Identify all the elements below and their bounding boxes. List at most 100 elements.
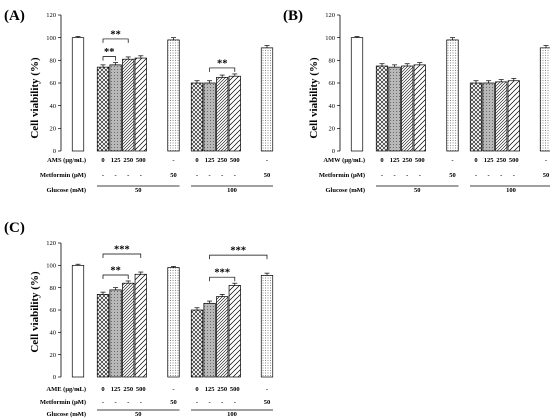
- condition-table: AME (μg/mL) Metformin (μM) Glucose (mM) …: [40, 386, 273, 418]
- bar: [482, 82, 495, 152]
- bars: [71, 263, 274, 378]
- metformin-cell: -: [475, 172, 477, 179]
- y-tick-label: 40: [50, 103, 57, 110]
- bar: [71, 264, 85, 378]
- bar: [109, 64, 122, 152]
- bar: [122, 58, 135, 152]
- metformin-cell: -: [140, 172, 142, 179]
- bar: [495, 81, 508, 152]
- bar: [190, 309, 204, 378]
- bar: [167, 267, 180, 378]
- bar: [469, 82, 483, 152]
- metformin-cell: -: [209, 172, 211, 179]
- significance-label: **: [110, 29, 121, 40]
- significance-bracket: [102, 253, 142, 259]
- treatment-cell: -: [356, 157, 358, 164]
- glucose-cell: 100: [506, 187, 516, 194]
- metformin-cell: -: [196, 172, 198, 179]
- treatment-row-label: AMS (μg/mL): [47, 157, 86, 164]
- y-tick-label: 20: [50, 126, 57, 133]
- significance-bracket: [209, 254, 268, 260]
- treatment-cell: -: [172, 386, 174, 393]
- significance-bracket: [102, 274, 129, 279]
- metformin-row-label: Metformin (μM): [40, 172, 86, 179]
- metformin-row-label: Metformin (μM): [40, 399, 86, 406]
- y-axis: 0 20 40 60 80 100 120: [46, 12, 62, 155]
- significance-brackets: ** ** **: [102, 29, 236, 72]
- treatment-cell: 250: [217, 386, 227, 393]
- glucose-cell: 50: [135, 411, 142, 418]
- bar: [216, 76, 229, 152]
- treatment-cell: 250: [496, 157, 506, 164]
- treatment-cell: 0: [101, 386, 104, 393]
- bar: [216, 296, 229, 378]
- treatment-cell: 250: [217, 157, 227, 164]
- y-tick-label: 60: [50, 80, 57, 87]
- y-tick-label: 100: [46, 35, 56, 42]
- y-tick-label: 0: [332, 148, 335, 155]
- bar: [203, 302, 216, 378]
- condition-table: AMS (μg/mL) Metformin (μM) Glucose (mM) …: [40, 157, 273, 194]
- metformin-cell: -: [140, 399, 142, 406]
- metformin-cell: -: [488, 172, 490, 179]
- significance-label: ***: [114, 245, 130, 256]
- y-axis: 0 20 40 60 80 100 120: [46, 240, 62, 381]
- bar: [260, 47, 274, 152]
- y-tick-label: 40: [329, 103, 336, 110]
- bar: [71, 37, 85, 152]
- glucose-cell: -: [77, 187, 79, 194]
- metformin-cell: -: [500, 172, 502, 179]
- y-axis: 0 20 40 60 80 100 120: [325, 12, 341, 155]
- y-tick-label: 60: [329, 80, 336, 87]
- bar: [375, 65, 389, 152]
- condition-table: AMW (μg/mL) Metformin (μM) Glucose (mM) …: [319, 157, 550, 194]
- metformin-cell: -: [234, 172, 236, 179]
- panel-a: (A) Cell viability (%) 0 20 40 60 80 100 120 *…: [4, 8, 274, 194]
- metformin-cell: -: [127, 399, 129, 406]
- bar: [413, 64, 426, 152]
- bar: [388, 66, 401, 152]
- treatment-cell: 250: [123, 386, 133, 393]
- bar: [446, 39, 459, 152]
- glucose-row-label: Glucose (mM): [46, 411, 86, 418]
- treatment-cell: -: [266, 386, 268, 393]
- treatment-row-label: AMW (μg/mL): [323, 157, 365, 164]
- metformin-cell: 50: [449, 172, 456, 179]
- panel-label: (C): [4, 220, 25, 236]
- treatment-cell: 500: [136, 157, 146, 164]
- significance-label: **: [110, 265, 121, 276]
- bar: [539, 47, 550, 152]
- treatment-cell: 0: [195, 386, 198, 393]
- glucose-cell: 50: [414, 187, 421, 194]
- treatment-cell: -: [545, 157, 547, 164]
- treatment-cell: 500: [136, 386, 146, 393]
- bar: [134, 273, 147, 378]
- glucose-cell: -: [356, 187, 358, 194]
- bar: [134, 57, 147, 152]
- metformin-cell: -: [209, 399, 211, 406]
- bar: [228, 75, 241, 152]
- treatment-cell: 125: [390, 157, 401, 164]
- y-axis-title: Cell viability (%): [308, 57, 320, 139]
- metformin-cell: -: [221, 399, 223, 406]
- treatment-cell: 125: [205, 157, 216, 164]
- treatment-cell: -: [77, 157, 79, 164]
- glucose-cell: 50: [135, 187, 142, 194]
- bar: [350, 37, 364, 152]
- significance-label: **: [104, 47, 115, 58]
- glucose-cell: -: [77, 411, 79, 418]
- y-axis-title: Cell viability (%): [29, 57, 41, 139]
- treatment-cell: 0: [380, 157, 383, 164]
- bars: [350, 36, 550, 152]
- bar: [96, 66, 110, 152]
- panel-c: (C) Cell viability (%) 0 20 40 60 80 100 120 *…: [4, 220, 274, 418]
- metformin-cell: 50: [264, 399, 271, 406]
- bar: [96, 294, 110, 378]
- metformin-cell: 50: [543, 172, 550, 179]
- bar: [507, 80, 520, 152]
- metformin-cell: -: [196, 399, 198, 406]
- metformin-cell: -: [419, 172, 421, 179]
- y-tick-label: 120: [46, 12, 56, 19]
- metformin-cell: -: [381, 172, 383, 179]
- treatment-cell: 500: [230, 157, 240, 164]
